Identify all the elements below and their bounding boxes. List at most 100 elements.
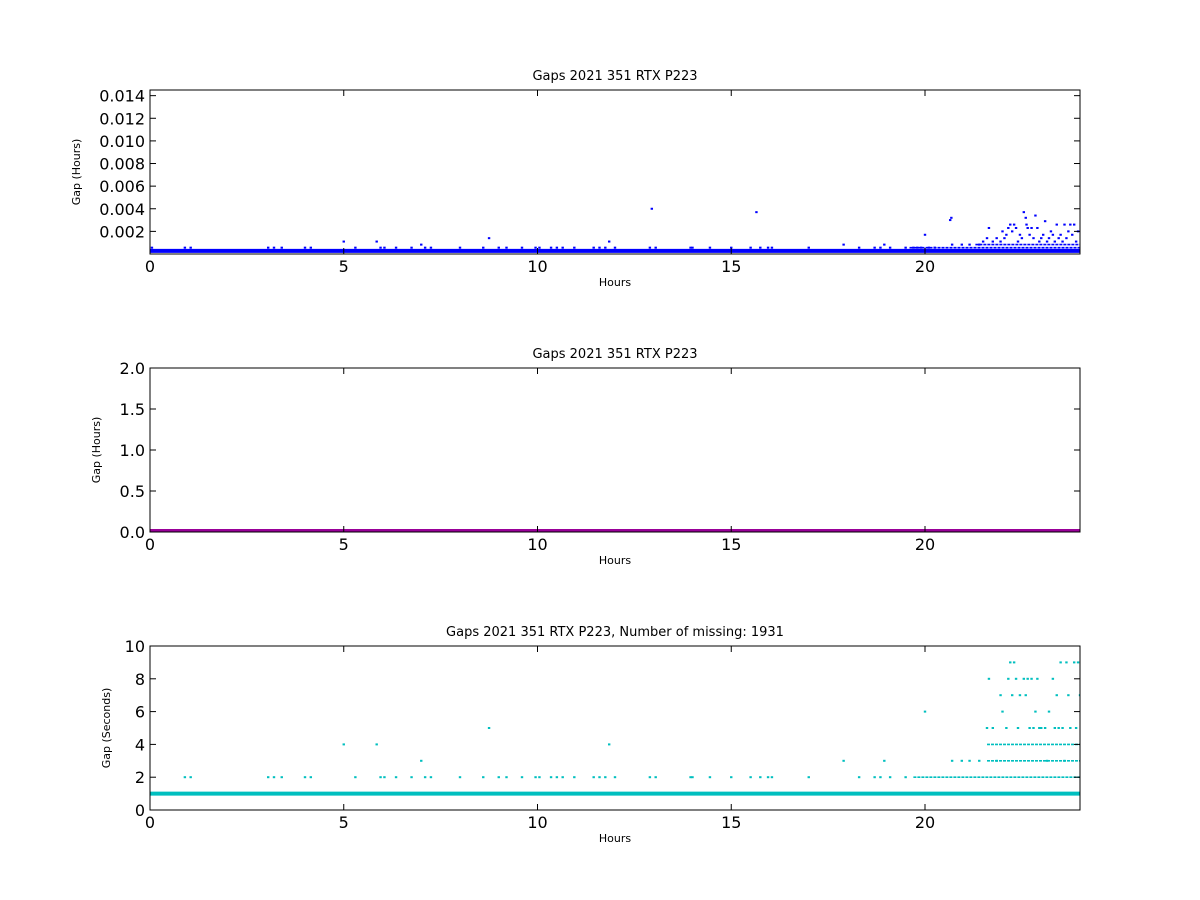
data-point <box>272 776 276 779</box>
data-point <box>534 776 537 779</box>
y-tick-label: 0.004 <box>99 200 145 219</box>
y-axis-label: Gap (Hours) <box>70 139 83 206</box>
data-point <box>916 246 919 249</box>
data-point <box>978 243 981 246</box>
data-point <box>1065 661 1068 664</box>
y-tick-label: 0.012 <box>99 109 145 128</box>
data-point <box>987 226 991 229</box>
data-point <box>1016 240 1020 243</box>
data-point <box>604 246 607 249</box>
data-point <box>458 776 462 779</box>
data-point <box>948 219 952 222</box>
data-point <box>520 246 524 249</box>
data-point <box>423 776 427 779</box>
data-point <box>978 759 981 762</box>
data-point <box>375 240 378 243</box>
x-tick-label: 15 <box>721 813 741 832</box>
data-point <box>1067 230 1070 233</box>
data-point <box>183 246 187 249</box>
data-point <box>888 776 892 779</box>
x-axis-label: Hours <box>599 832 631 845</box>
data-point <box>1009 661 1012 664</box>
data-point <box>482 776 485 779</box>
data-point <box>613 776 617 779</box>
data-point <box>842 243 845 246</box>
data-point <box>888 246 892 249</box>
data-point <box>1007 677 1010 680</box>
data-point <box>1049 230 1053 233</box>
data-point <box>1072 223 1076 226</box>
data-point <box>1009 223 1012 226</box>
data-point <box>1012 223 1016 226</box>
data-point <box>280 246 283 249</box>
data-point <box>379 776 382 779</box>
data-point <box>429 776 433 779</box>
data-point <box>354 776 357 779</box>
data-point <box>1005 233 1008 236</box>
data-point <box>995 759 998 762</box>
data-point <box>272 246 276 249</box>
y-tick-label: 0.010 <box>99 132 145 151</box>
data-point <box>1065 237 1068 240</box>
x-tick-label: 5 <box>339 813 349 832</box>
data-point <box>1038 240 1041 243</box>
chart-panel-2: 0 5 10 15 20 0.0 0.5 1.0 1.5 2.0 Gaps 2021 351 RTX… <box>90 347 1081 567</box>
data-point <box>1057 237 1060 240</box>
data-point <box>1030 677 1033 680</box>
x-tick-label: 5 <box>339 535 349 554</box>
data-point <box>505 246 508 249</box>
data-point <box>520 776 524 779</box>
data-point <box>927 246 931 249</box>
y-tick-label: 0 <box>135 801 145 820</box>
data-point <box>561 246 564 249</box>
data-point <box>650 207 654 210</box>
x-tick-label: 20 <box>915 813 935 832</box>
data-point <box>383 776 386 779</box>
data-point <box>968 243 971 246</box>
data-point <box>1055 223 1058 226</box>
data-point <box>1053 240 1057 243</box>
data-point <box>1040 727 1043 729</box>
y-axis-label: Gap (Seconds) <box>100 688 113 769</box>
data-point <box>1018 233 1022 236</box>
data-point <box>883 759 886 762</box>
data-point <box>1041 233 1045 236</box>
data-point <box>1016 727 1020 729</box>
data-point <box>923 710 927 713</box>
data-point <box>266 246 270 249</box>
data-point <box>1069 727 1072 729</box>
x-tick-label: 5 <box>339 257 349 276</box>
data-point <box>1071 233 1074 236</box>
y-tick-label: 0.002 <box>99 222 145 241</box>
data-point <box>420 759 423 762</box>
data-point <box>555 776 559 779</box>
data-point <box>1045 240 1049 243</box>
data-point <box>189 776 192 779</box>
data-point <box>689 776 692 779</box>
data-point <box>189 246 192 249</box>
data-point <box>561 776 564 779</box>
data-point <box>968 759 971 762</box>
data-point <box>375 743 378 746</box>
y-tick-label: 4 <box>135 735 145 754</box>
data-point <box>1022 211 1026 214</box>
data-point <box>394 246 398 249</box>
data-point <box>1061 727 1064 729</box>
y-tick-label: 2 <box>135 768 145 787</box>
data-point <box>857 246 861 249</box>
data-point <box>1057 727 1060 729</box>
y-tick-label: 6 <box>135 703 145 722</box>
data-point <box>1022 677 1026 680</box>
data-point <box>749 776 752 779</box>
data-point <box>1012 661 1016 664</box>
data-point <box>549 776 553 779</box>
data-point <box>1020 237 1024 240</box>
data-point <box>766 246 770 249</box>
data-point <box>987 677 991 680</box>
plot-frame <box>149 645 1081 811</box>
data-point <box>1032 727 1035 729</box>
data-point <box>1034 710 1037 713</box>
data-point <box>648 246 652 249</box>
data-point <box>429 246 433 249</box>
